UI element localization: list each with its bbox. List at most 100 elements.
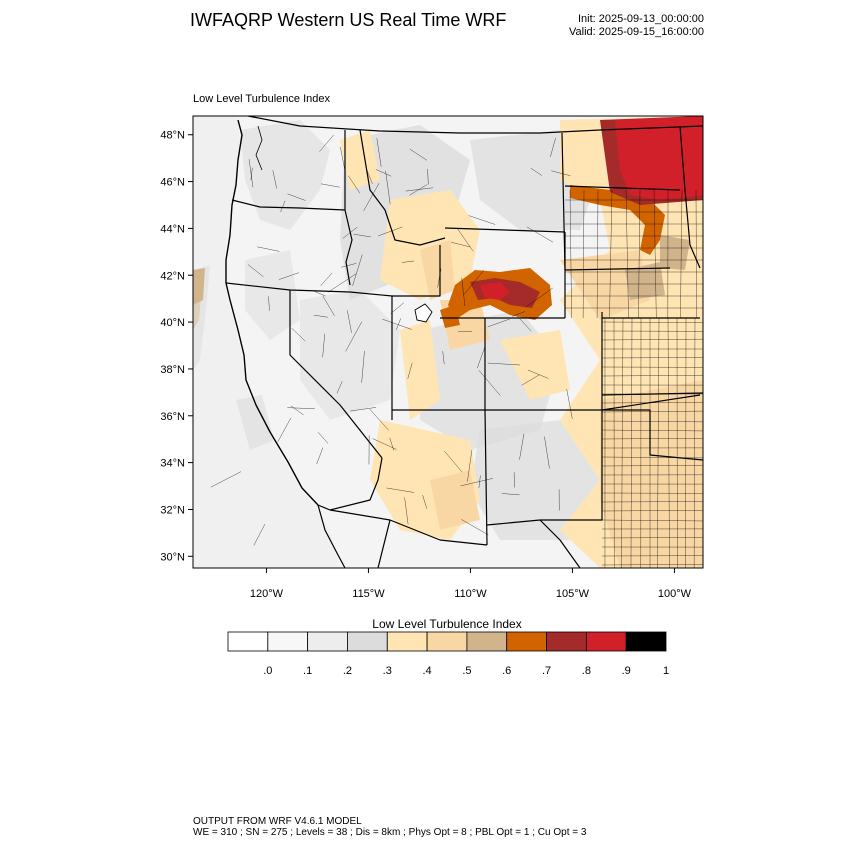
county-line xyxy=(601,465,703,467)
county-line xyxy=(422,495,427,509)
county-line xyxy=(287,193,306,201)
county-line xyxy=(478,475,481,489)
colorbar-label: .5 xyxy=(462,665,471,677)
county-line xyxy=(375,169,392,177)
county-line xyxy=(313,290,326,297)
county-line xyxy=(601,321,703,323)
county-line xyxy=(348,175,361,194)
county-line xyxy=(287,407,315,409)
county-line xyxy=(601,338,703,341)
county-line xyxy=(253,524,266,546)
map-area xyxy=(193,116,703,568)
colorbar-label: .6 xyxy=(502,665,511,677)
colorbar-swatch xyxy=(307,631,348,652)
county-line xyxy=(601,429,703,432)
county-line xyxy=(347,310,352,333)
county-line xyxy=(550,137,556,158)
model-config: WE = 310 ; SN = 275 ; Levels = 38 ; Dis … xyxy=(193,827,587,838)
colorbar-label: .7 xyxy=(542,665,551,677)
county-line xyxy=(680,189,683,319)
colorbar-swatch xyxy=(267,631,309,652)
county-line xyxy=(363,183,380,211)
county-line xyxy=(569,189,572,319)
pacific-ocean xyxy=(193,116,340,568)
county-line xyxy=(501,493,520,496)
county-line xyxy=(695,189,697,319)
county-line xyxy=(582,189,585,319)
county-line xyxy=(551,170,571,176)
county-line xyxy=(390,302,404,314)
colorbar-swatch xyxy=(546,631,587,652)
longitude-axis: 120°W 115°W 110°W 105°W 100°W xyxy=(250,568,692,600)
county-line xyxy=(353,234,371,238)
map-subtitle: Low Level Turbulence Index xyxy=(193,93,330,105)
colorbar-swatch xyxy=(347,631,388,652)
county-line xyxy=(487,362,520,366)
county-line xyxy=(601,410,703,413)
county-line xyxy=(317,432,329,444)
lat-tick-label: 46°N xyxy=(160,177,185,189)
county-line xyxy=(657,317,660,568)
county-line xyxy=(341,263,357,268)
county-line xyxy=(511,311,526,317)
colorbar-swatch xyxy=(585,631,627,652)
baja-coast xyxy=(317,504,346,568)
county-line xyxy=(693,317,696,568)
county-line xyxy=(385,170,391,205)
county-line xyxy=(340,146,346,172)
county-line xyxy=(382,319,412,330)
county-line xyxy=(442,351,445,365)
county-line xyxy=(268,296,270,311)
county-line xyxy=(463,270,484,296)
county-line xyxy=(601,519,703,522)
county-line xyxy=(389,437,395,451)
county-line xyxy=(601,420,703,423)
county-line xyxy=(667,317,670,568)
county-line xyxy=(521,374,540,386)
county-line xyxy=(461,519,489,536)
county-line xyxy=(601,456,703,459)
county-line xyxy=(322,333,325,358)
model-info-footer: OUTPUT FROM WRF V4.6.1 MODEL WE = 310 ; … xyxy=(193,816,586,838)
lon-tick-label: 100°W xyxy=(658,588,692,600)
county-line xyxy=(345,321,362,352)
county-line xyxy=(277,417,292,442)
colorbar-swatch xyxy=(386,631,428,652)
county-line xyxy=(409,184,428,196)
county-line xyxy=(247,264,264,278)
time-info: Init: 2025-09-13_00:00:00 Valid: 2025-09… xyxy=(540,13,704,39)
county-line xyxy=(609,189,613,319)
county-line xyxy=(366,169,373,184)
county-line xyxy=(350,407,377,412)
county-line xyxy=(291,328,306,342)
great-salt-lake xyxy=(414,303,433,323)
county-line xyxy=(450,242,471,248)
lon-tick-label: 110°W xyxy=(454,588,487,600)
county-line xyxy=(352,254,363,286)
lat-tick-label: 32°N xyxy=(160,504,185,516)
county-line xyxy=(601,357,703,359)
county-line xyxy=(320,272,333,286)
county-line xyxy=(427,169,429,185)
colorbar-label: .9 xyxy=(622,665,631,677)
county-line xyxy=(456,228,474,252)
lon-tick-label: 115°W xyxy=(352,588,385,600)
county-line xyxy=(396,318,401,330)
colorbar-label: .1 xyxy=(303,665,312,677)
county-line xyxy=(407,362,413,379)
county-line xyxy=(401,260,415,263)
colorbar-swatch xyxy=(625,631,667,652)
county-line xyxy=(601,564,703,566)
county-line xyxy=(248,159,254,188)
county-line xyxy=(361,350,365,383)
county-line xyxy=(444,450,463,473)
county-line xyxy=(320,183,340,188)
county-line xyxy=(372,438,397,450)
puget-sound xyxy=(255,125,263,171)
county-line xyxy=(328,273,357,293)
lon-tick-label: 105°W xyxy=(556,588,590,600)
county-line xyxy=(468,215,496,225)
lat-tick-label: 40°N xyxy=(160,317,185,329)
lat-tick-label: 44°N xyxy=(160,223,185,235)
